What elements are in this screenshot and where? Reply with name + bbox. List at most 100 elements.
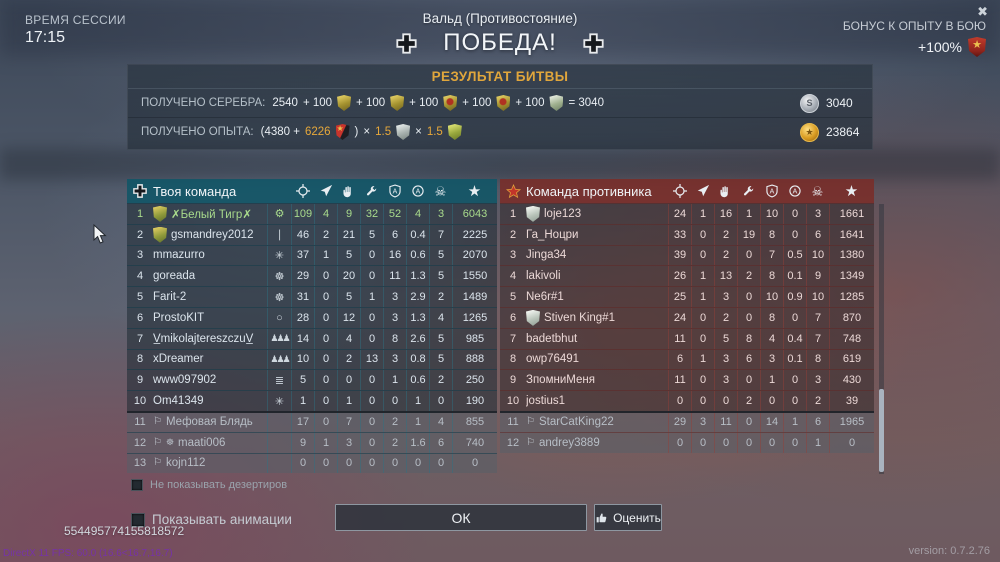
player-name: lakivoli [526,270,561,283]
player-row[interactable]: 5 Ne6r#1 25 1 3 0 10 0.9 10 1285 [500,286,874,307]
player-row[interactable]: 3 Jinga34 39 0 2 0 7 0.5 10 1380 [500,244,874,266]
stat-deaths: 5 [429,266,452,287]
vehicle-class-icon [267,453,291,474]
stat-assists: 2 [337,349,360,370]
player-name-cell: Ne6r#1 [526,291,668,303]
player-row[interactable]: 1 ✗Белый Тигр✗ ⚙ 109 4 9 32 52 4 3 6043 [127,203,497,224]
stat-repairs: 6 [737,349,760,370]
stat-aircraft: 4 [314,204,337,224]
player-name-cell: ✗Белый Тигр✗ [153,205,267,222]
stat-defense: 1 [383,370,406,391]
player-row[interactable]: 1 loje123 24 1 16 1 10 0 3 1661 [500,203,874,224]
player-row[interactable]: 8 xDreamer ♟♟♟ 10 0 2 13 3 0.8 5 888 [127,348,497,370]
checkbox-label: Показывать анимации [152,512,292,527]
stat-xp: 1641 [829,224,874,245]
stat-defense: 16 [383,245,406,266]
player-rank: 6 [509,311,517,324]
xp-bonus: 6226 [304,126,331,138]
player-row[interactable]: 7 V̲mikolajtereszczuV̲ ♟♟♟ 14 0 4 0 8 2.6 5 985 [127,327,497,349]
player-name: Om41349 [153,395,204,408]
checkbox-box[interactable] [131,479,143,491]
player-row[interactable]: 8 owp76491 6 1 3 6 3 0.1 8 619 [500,348,874,370]
table-scrollbar-track[interactable] [879,204,884,474]
stat-repairs: 19 [737,224,760,245]
player-row[interactable]: 2 gsmandrey2012 ∣ 46 2 21 5 6 0.4 7 2225 [127,223,497,245]
player-row[interactable]: 6 ProstoKIT ○ 28 0 12 0 3 1.3 4 1265 [127,306,497,328]
player-row[interactable]: 3 mmazurro ✳ 37 1 5 0 16 0.6 5 2070 [127,244,497,266]
ok-button[interactable]: ОК [335,504,587,531]
vehicle-class-icon: ♟♟♟ [267,328,291,349]
player-row[interactable]: 12 ⚐ andrey3889 0 0 0 0 0 0 1 0 [500,431,874,453]
show-animations-checkbox[interactable]: Показывать анимации [131,512,292,527]
player-row[interactable]: 2 Га_Ноцри 33 0 2 19 8 0 6 1641 [500,223,874,245]
player-name: gsmandrey2012 [171,228,254,241]
player-name-cell: lakivoli [526,270,668,282]
checkbox-box[interactable] [131,512,145,527]
session-label: ВРЕМЯ СЕССИИ [25,13,126,27]
repair-wrench-column-icon [360,185,383,198]
player-row[interactable]: 13 ⚐ kojn112 0 0 0 0 0 0 0 0 [127,452,497,474]
rate-button[interactable]: Оценить [594,504,662,531]
player-name-cell: xDreamer [153,353,267,365]
stat-frags: 9 [291,432,314,453]
stat-capture: 0 [783,224,806,245]
stat-assists: 13 [714,266,737,287]
stat-xp: 1265 [452,307,497,328]
player-row[interactable]: 10 jostius1 0 0 0 2 0 0 2 39 [500,390,874,411]
stat-assists: 5 [337,287,360,307]
stat-assists: 0 [337,370,360,391]
stat-aircraft: 1 [691,266,714,287]
hide-deserters-checkbox[interactable]: Не показывать дезертиров [131,479,287,491]
player-row[interactable]: 4 lakivoli 26 1 13 2 8 0.1 9 1349 [500,265,874,287]
player-name-cell: ⚐ kojn112 [153,457,267,469]
stat-capture: 0 [783,432,806,453]
player-name-cell: gsmandrey2012 [153,226,267,243]
player-row[interactable]: 9 www097902 ≣ 5 0 0 0 1 0.6 2 250 [127,369,497,391]
table-scrollbar-thumb[interactable] [879,389,884,472]
stat-defense: 8 [760,224,783,245]
player-badge-icon [526,205,540,222]
silver-equals: = 3040 [568,97,604,109]
silver-base: 2540 [272,97,298,109]
stat-frags: 0 [668,391,691,411]
stat-repairs: 2 [737,391,760,411]
stat-xp: 1661 [829,204,874,224]
stat-repairs: 0 [737,432,760,453]
ally-rows: 1 ✗Белый Тигр✗ ⚙ 109 4 9 32 52 4 3 6043 2 gsmandrey2… [127,203,497,474]
player-row[interactable]: 11 ⚐ Мефовая Блядь 17 0 7 0 2 1 4 855 [127,410,497,432]
vehicle-class-icon: ∣ [267,224,291,245]
stat-assists: 21 [337,224,360,245]
session-time: 17:15 [25,29,66,46]
vehicle-class-icon: ♟♟♟ [267,349,291,370]
player-row[interactable]: 4 goreada ☸ 29 0 20 0 11 1.3 5 1550 [127,265,497,287]
player-name-cell: ЗпомниМеня [526,374,668,386]
player-row[interactable]: 6 Stiven King#1 24 0 2 0 8 0 7 870 [500,306,874,328]
player-name: Га_Ноцри [526,228,579,241]
player-name-cell: ProstoKIT [153,312,267,324]
stat-xp: 190 [452,391,497,411]
stat-capture: 1 [406,391,429,411]
stat-deaths: 4 [429,412,452,432]
bonus-value: +100% [918,39,962,55]
battle-xp-bonus: БОНУС К ОПЫТУ В БОЮ +100% [843,19,986,57]
player-name: loje123 [544,207,582,220]
player-row[interactable]: 9 ЗпомниМеня 11 0 3 0 1 0 3 430 [500,369,874,391]
close-icon[interactable]: ✖ [977,4,988,19]
svg-text:A: A [415,189,420,196]
stat-capture: 0 [783,391,806,411]
deserter-icon: ⚐ [153,416,162,428]
stat-xp: 855 [452,412,497,432]
stat-defense: 0 [383,391,406,411]
stat-frags: 14 [291,328,314,349]
player-row[interactable]: 11 ⚐ StarCatKing22 29 3 11 0 14 1 6 1965 [500,410,874,432]
player-row[interactable]: 10 Om41349 ✳ 1 0 1 0 0 1 0 190 [127,390,497,411]
player-row[interactable]: 12 ⚐ ☸ maati006 9 1 3 0 2 1.6 6 740 [127,431,497,453]
stat-deaths: 10 [806,287,829,307]
stat-aircraft: 0 [314,266,337,287]
stat-assists: 2 [714,224,737,245]
stat-capture: 0 [783,307,806,328]
player-row[interactable]: 5 Farit-2 ☸ 31 0 5 1 3 2.9 2 1489 [127,286,497,307]
stat-capture: 0.6 [406,245,429,266]
player-row[interactable]: 7 badetbhut 11 0 5 8 4 0.4 7 748 [500,327,874,349]
xp-label: ПОЛУЧЕНО ОПЫТА: [141,126,254,138]
